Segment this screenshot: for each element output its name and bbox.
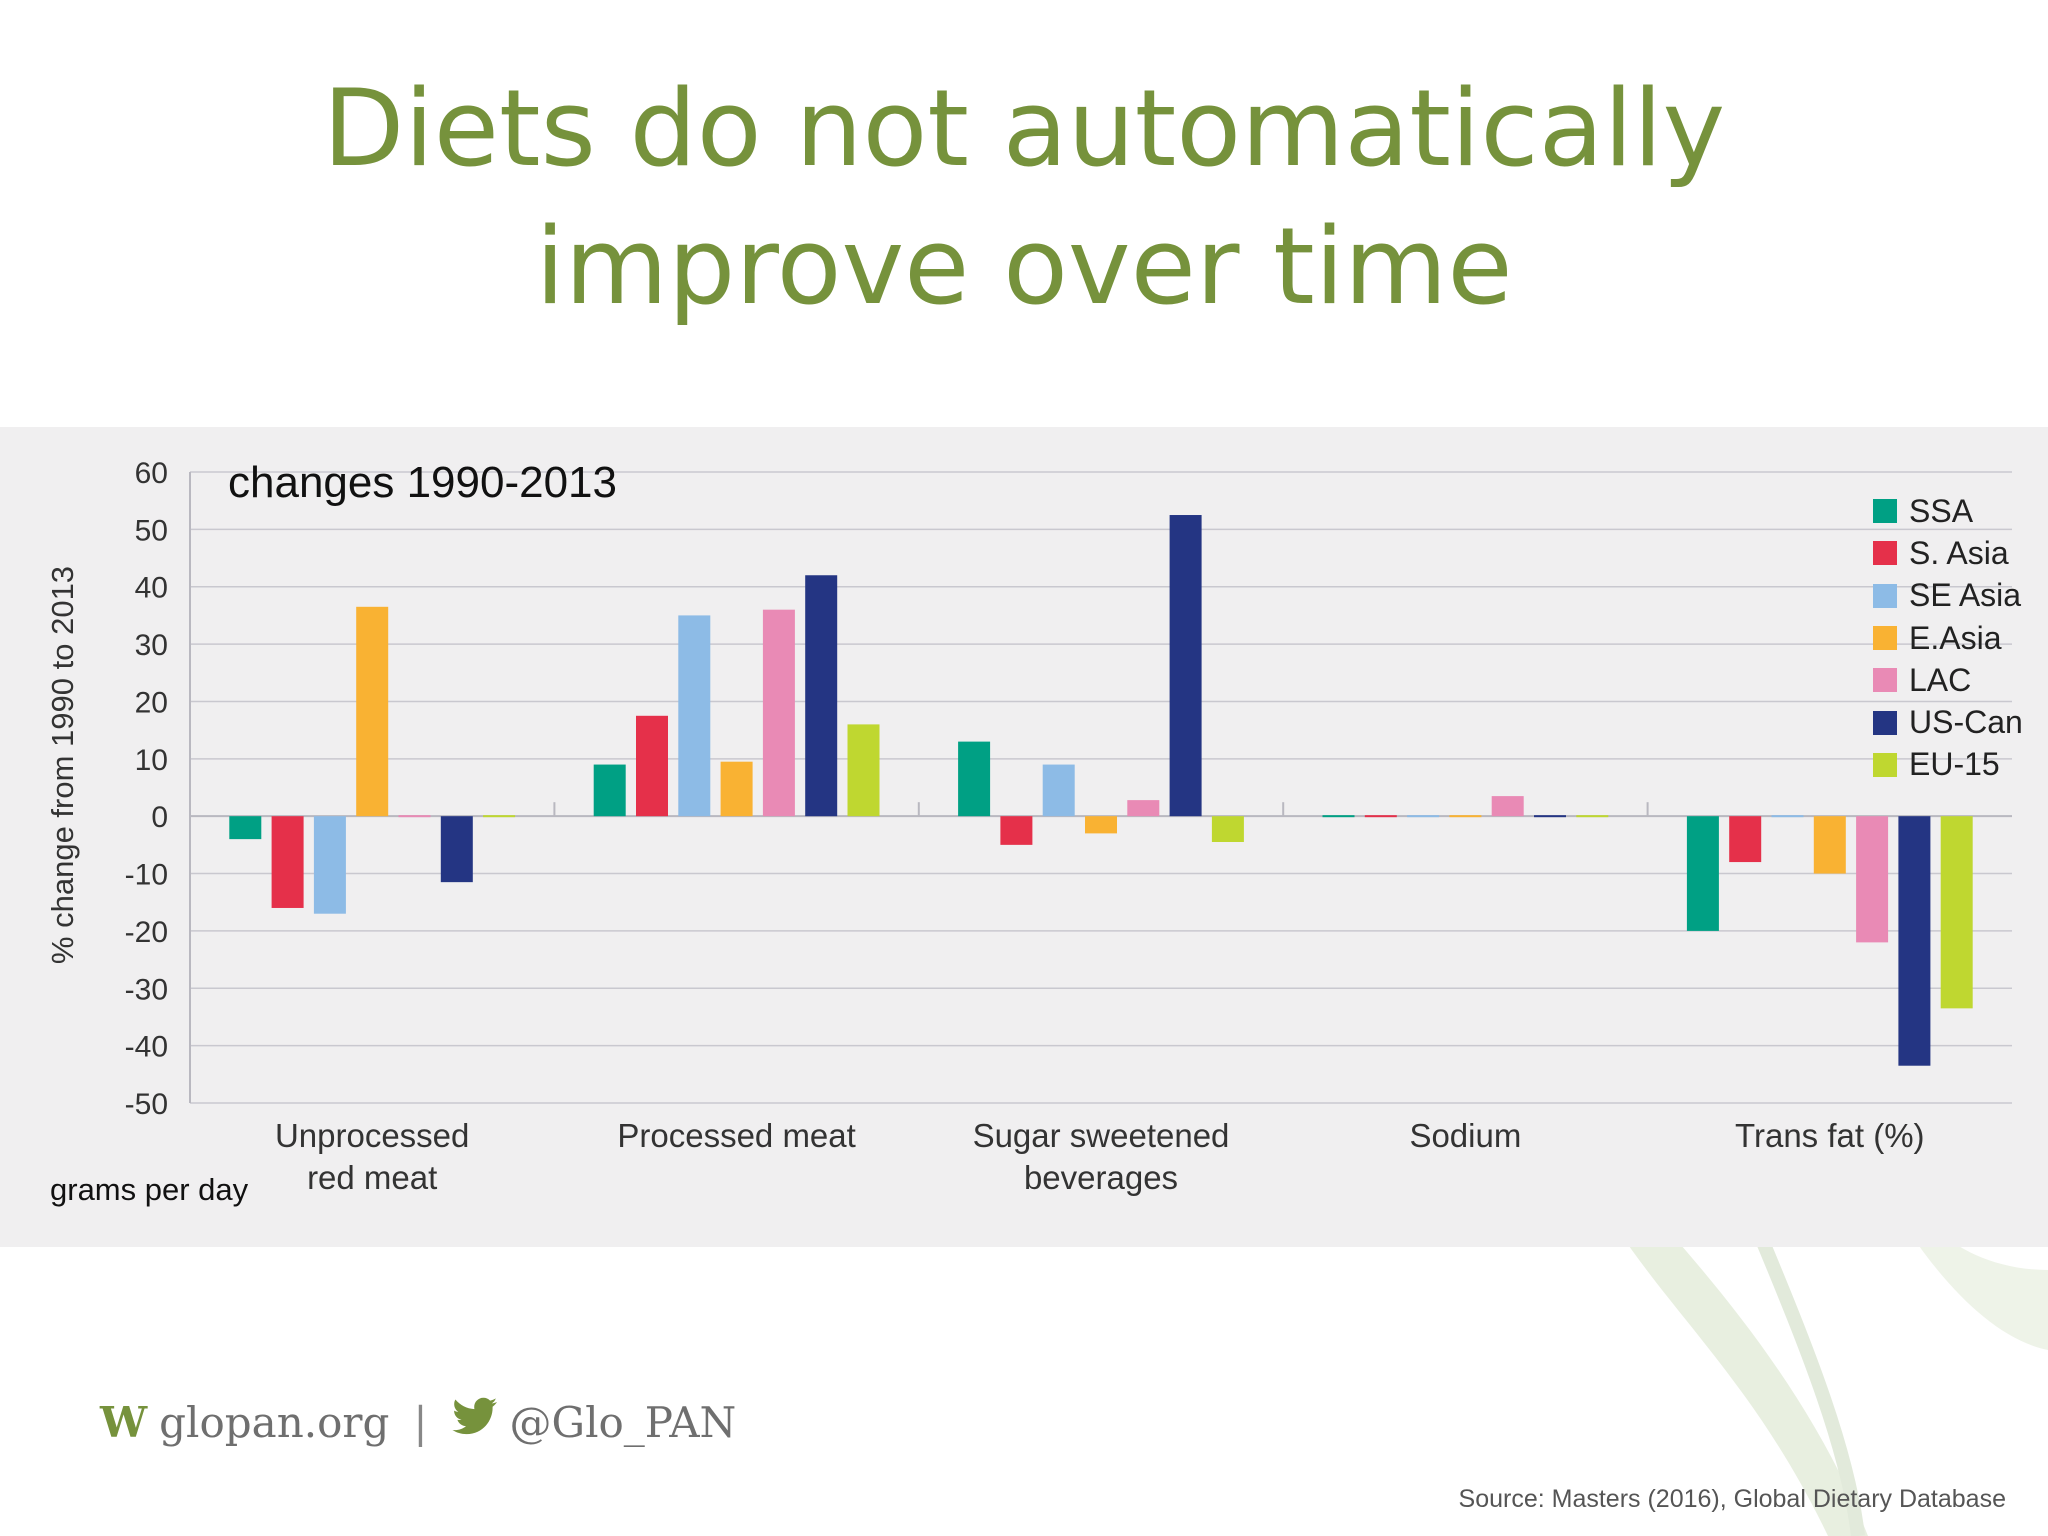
y-tick-label: 50 [135,514,168,547]
leaf-watermark-icon [1528,1230,2048,1536]
bar-lac [762,609,795,817]
title-line-2: improve over time [535,205,1513,328]
bar-eu-15 [1576,815,1609,818]
y-tick-label: -50 [125,1088,168,1121]
bar-s-asia [1364,815,1397,818]
unit-note: grams per day [50,1172,249,1207]
chart-legend: SSA S. Asia SE Asia E.Asia LAC US-Can EU-15 [1873,490,2023,786]
bar-se-asia [1407,815,1440,818]
legend-item: US-Can [1873,701,2023,743]
bar-lac [1491,796,1524,817]
title-line-1: Diets do not automatically [322,67,1726,190]
category-label: Trans fat (%) [1650,1115,2010,1157]
category-label: Processed meat [557,1115,917,1157]
legend-swatch [1873,541,1897,566]
category-label-line: Unprocessed [274,1117,470,1154]
y-tick-label: 0 [151,801,168,834]
y-tick-label: 10 [135,744,168,777]
legend-item: S. Asia [1873,532,2023,574]
legend-item: LAC [1873,659,2023,701]
footer-site-link[interactable]: glopan.org [159,1397,390,1447]
bar-eu-15 [483,815,516,818]
bar-lac [1856,816,1889,943]
legend-swatch [1873,626,1897,651]
bar-ssa [1322,815,1355,818]
legend-label: E.Asia [1909,619,2002,656]
legend-swatch [1873,583,1897,608]
category-label-line: beverages [1023,1159,1179,1196]
category-label-line: red meat [307,1159,438,1196]
legend-item: SE Asia [1873,575,2023,617]
legend-label: SE Asia [1909,577,2022,614]
bar-lac [398,815,431,818]
bar-se-asia [678,615,711,817]
y-axis-title: % change from 1990 to 2013 [45,565,80,965]
chart-subtitle: changes 1990-2013 [228,458,617,507]
bar-eu-15 [847,724,880,817]
bar-us-can [1534,815,1566,818]
legend-label: SSA [1909,492,1974,529]
bar-eu-15 [1940,816,1973,1009]
legend-item: SSA [1873,490,2023,532]
y-tick-label: -10 [125,859,168,892]
bar-se-asia [1042,764,1075,817]
legend-item: EU-15 [1873,744,2023,786]
footer-w: W [100,1397,148,1447]
legend-swatch [1873,499,1897,524]
bar-e-asia [1085,816,1117,834]
y-tick-label: 30 [135,629,168,662]
bar-e-asia [1813,816,1846,874]
y-tick-label: 60 [135,457,168,490]
legend-label: US-Can [1909,704,2023,741]
bar-s-asia [1000,816,1033,845]
bar-se-asia [313,816,346,914]
y-tick-label: 40 [135,572,168,605]
bar-eu-15 [1211,816,1244,842]
legend-swatch [1873,710,1897,735]
category-label: Unprocessed red meat [192,1115,552,1199]
bar-e-asia [1449,815,1482,818]
source-note: Source: Masters (2016), Global Dietary D… [1458,1485,2006,1513]
legend-swatch [1873,668,1897,693]
bar-e-asia [356,606,389,817]
bar-ssa [593,764,626,817]
bar-lac [1127,800,1160,817]
category-label: Sugar sweetened beverages [921,1115,1281,1199]
bar-ssa [958,741,991,817]
twitter-bird-icon [451,1397,498,1447]
footer-separator: | [413,1397,428,1447]
legend-swatch [1873,752,1897,777]
bar-s-asia [271,816,304,908]
bar-ssa [229,816,262,840]
category-label-line: Sugar sweetened [972,1117,1230,1154]
bar-us-can [440,816,473,883]
bar-s-asia [636,715,668,817]
bar-se-asia [1771,815,1804,818]
slide-title: Diets do not automatically improve over … [0,60,2048,336]
y-tick-label: 20 [135,686,168,719]
legend-item: E.Asia [1873,617,2023,659]
bar-us-can [805,575,838,817]
bar-e-asia [720,761,753,817]
bar-s-asia [1729,816,1762,863]
bar-us-can [1169,515,1202,817]
footer: W glopan.org | @Glo_PAN [100,1392,736,1452]
category-label-line: Trans fat (%) [1735,1117,1925,1154]
footer-twitter-handle[interactable]: @Glo_PAN [509,1397,737,1447]
bar-ssa [1686,816,1719,931]
bar-us-can [1898,816,1931,1066]
y-tick-label: -20 [125,916,168,949]
category-label: Sodium [1285,1115,1645,1157]
y-tick-label: -30 [125,973,168,1006]
category-label-line: Sodium [1409,1117,1522,1154]
legend-label: LAC [1909,661,1972,698]
y-tick-label: -40 [125,1031,168,1064]
category-label-line: Processed meat [617,1117,856,1154]
legend-label: S. Asia [1909,534,2009,571]
legend-label: EU-15 [1909,746,2000,783]
